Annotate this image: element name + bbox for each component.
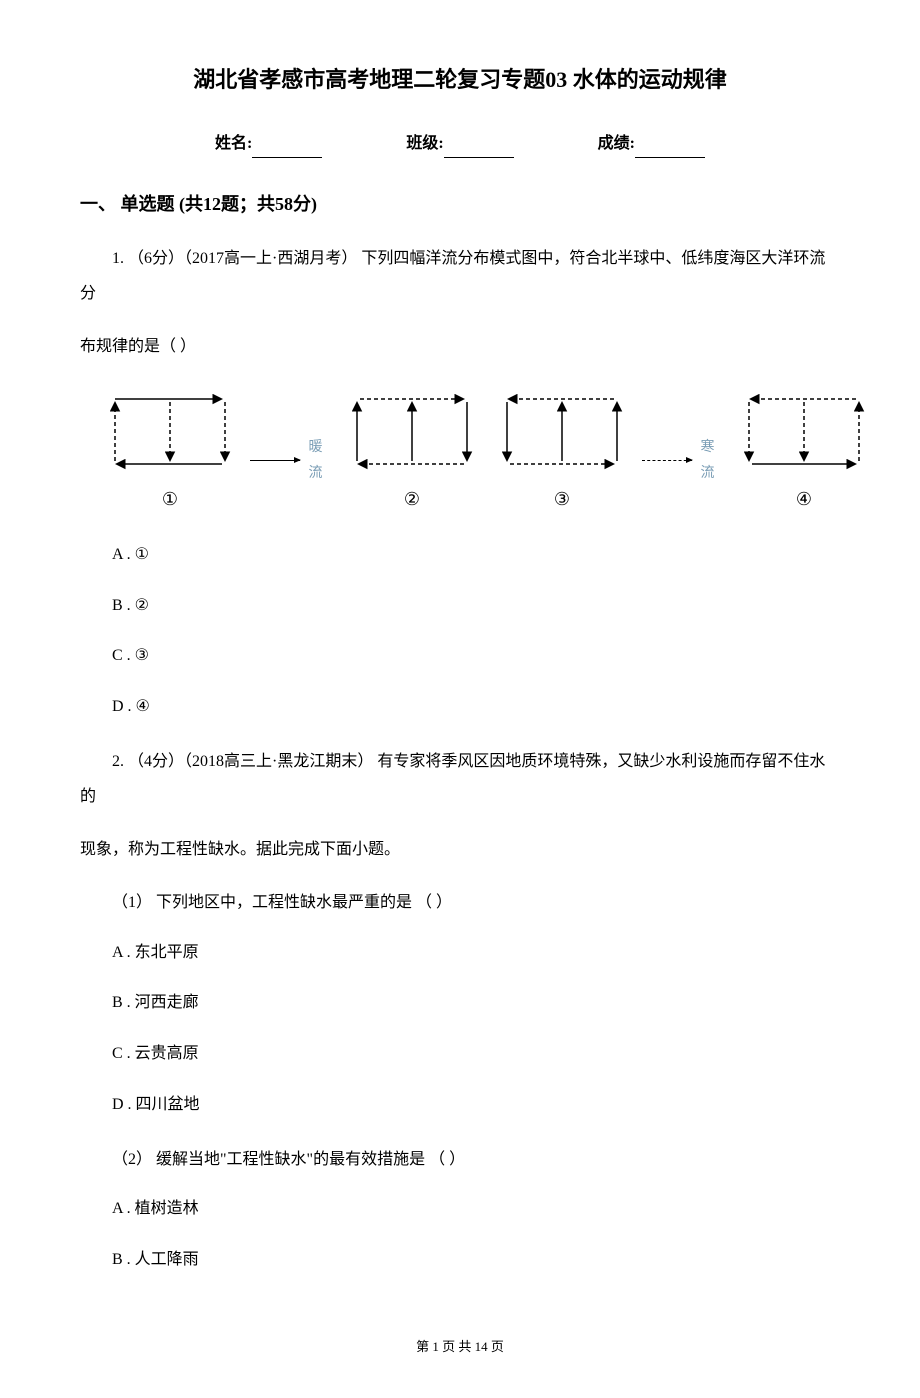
q1-diagram: ① 暖流 ② <box>100 384 840 515</box>
q1-option-a: A . ① <box>80 541 840 570</box>
diagram-2-svg <box>342 384 482 479</box>
q2-sub2: （2） 缓解当地"工程性缺水"的最有效措施是 （ ） <box>80 1142 840 1177</box>
q2-stem-a: 2. （4分）（2018高三上·黑龙江期末） 有专家将季风区因地质环境特殊，又缺… <box>80 744 840 814</box>
diagram-4-svg <box>734 384 874 479</box>
q1-stem-b: 布规律的是（ ） <box>80 329 840 364</box>
dashed-arrow-icon <box>642 460 692 461</box>
class-field: 班级: <box>406 130 513 159</box>
section-header: 一、 单选题 (共12题；共58分) <box>80 188 840 220</box>
diagram-2: ② <box>342 384 482 515</box>
legend-warm-block: 暖流 <box>250 435 332 485</box>
cold-legend: 寒流 <box>642 435 724 485</box>
q2-sub2-option-b: B . 人工降雨 <box>80 1246 840 1275</box>
q2-sub1-option-b: B . 河西走廊 <box>80 989 840 1018</box>
score-label: 成绩: <box>598 135 635 152</box>
diagram-4-label: ④ <box>796 483 812 515</box>
q2-sub1-option-c: C . 云贵高原 <box>80 1040 840 1069</box>
diagram-1-svg <box>100 384 240 479</box>
q2-stem-b: 现象，称为工程性缺水。据此完成下面小题。 <box>80 832 840 867</box>
diagram-3-svg <box>492 384 632 479</box>
class-label: 班级: <box>406 135 443 152</box>
name-field: 姓名: <box>215 130 322 159</box>
q2-sub2-option-a: A . 植树造林 <box>80 1195 840 1224</box>
q1-stem-a: 1. （6分）（2017高一上·西湖月考） 下列四幅洋流分布模式图中，符合北半球… <box>80 241 840 311</box>
solid-arrow-icon <box>250 460 300 461</box>
q1-option-b: B . ② <box>80 592 840 621</box>
warm-legend: 暖流 <box>250 435 332 485</box>
score-field: 成绩: <box>598 130 705 159</box>
diagram-4: ④ <box>734 384 874 515</box>
warm-label: 暖流 <box>308 435 332 485</box>
q2-sub1-option-a: A . 东北平原 <box>80 939 840 968</box>
q1-option-d: D . ④ <box>80 693 840 722</box>
diagram-1: ① <box>100 384 240 515</box>
q2-sub1: （1） 下列地区中，工程性缺水最严重的是 （ ） <box>80 885 840 920</box>
name-blank <box>252 140 322 158</box>
student-info: 姓名: 班级: 成绩: <box>80 130 840 159</box>
q2-sub1-option-d: D . 四川盆地 <box>80 1091 840 1120</box>
legend-cold-block: 寒流 <box>642 435 724 485</box>
page-title: 湖北省孝感市高考地理二轮复习专题03 水体的运动规律 <box>80 60 840 100</box>
class-blank <box>444 140 514 158</box>
q1-option-c: C . ③ <box>80 642 840 671</box>
diagram-2-label: ② <box>404 483 420 515</box>
cold-label: 寒流 <box>700 435 724 485</box>
diagram-3-label: ③ <box>554 483 570 515</box>
score-blank <box>635 140 705 158</box>
diagram-1-label: ① <box>162 483 178 515</box>
name-label: 姓名: <box>215 135 252 152</box>
diagram-3: ③ <box>492 384 632 515</box>
page-footer: 第 1 页 共 14 页 <box>80 1335 840 1358</box>
